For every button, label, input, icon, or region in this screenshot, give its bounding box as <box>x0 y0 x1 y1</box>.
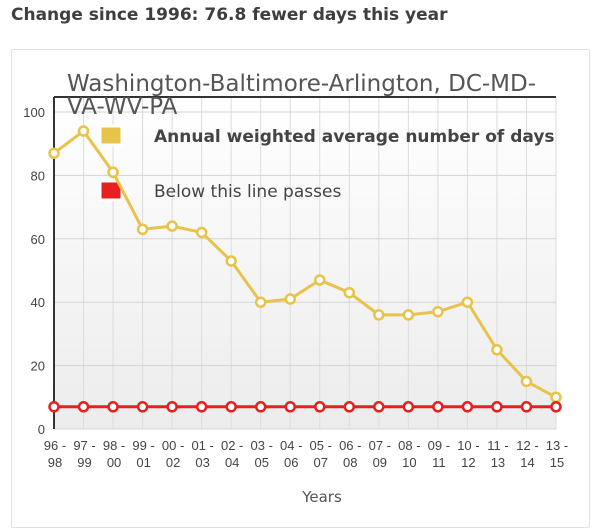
data-point[interactable] <box>402 401 415 413</box>
data-point[interactable] <box>520 401 533 413</box>
data-point[interactable] <box>373 309 385 321</box>
data-point[interactable] <box>343 286 356 299</box>
data-point[interactable] <box>48 401 60 413</box>
data-point[interactable] <box>520 375 533 388</box>
data-point[interactable] <box>225 401 237 413</box>
x-tick-label: 02 <box>166 455 180 470</box>
data-point[interactable] <box>550 391 562 404</box>
data-point[interactable] <box>284 293 296 305</box>
chart-title-line: VA-WV-PA <box>67 94 178 120</box>
data-point[interactable] <box>77 401 90 413</box>
x-tick-label: 07 <box>314 455 328 470</box>
data-point[interactable] <box>225 255 237 267</box>
x-tick-label: 14 <box>520 455 534 470</box>
data-point[interactable] <box>550 401 562 413</box>
x-tick-label: 04 - <box>280 438 302 453</box>
data-point[interactable] <box>136 401 149 413</box>
data-point[interactable] <box>314 274 326 286</box>
legend: Annual weighted average number of days Be… <box>98 124 555 202</box>
x-tick-label: 97 - <box>73 438 95 453</box>
y-tick-label: 60 <box>31 232 45 247</box>
data-point[interactable] <box>461 401 474 413</box>
y-tick-label: 20 <box>31 359 45 374</box>
x-tick-label: 05 <box>254 455 268 470</box>
data-point[interactable] <box>373 401 385 413</box>
y-tick-label: 0 <box>38 422 45 437</box>
x-tick-label: 13 <box>491 455 505 470</box>
y-tick-label: 100 <box>23 105 45 120</box>
x-tick-label: 98 <box>48 455 62 470</box>
x-tick-label: 03 <box>195 455 209 470</box>
x-tick-label: 02 - <box>221 438 243 453</box>
x-tick-label: 06 - <box>339 438 361 453</box>
chart-title-line: Washington-Baltimore-Arlington, DC-MD- <box>67 71 536 97</box>
line-chart: Washington-Baltimore-Arlington, DC-MD-VA… <box>23 71 568 506</box>
data-point[interactable] <box>343 401 356 413</box>
x-tick-label: 00 <box>107 455 121 470</box>
x-tick-label: 06 <box>284 455 298 470</box>
data-point[interactable] <box>254 401 267 413</box>
x-tick-label: 08 <box>343 455 357 470</box>
x-tick-label: 05 - <box>310 438 332 453</box>
x-tick-label: 01 - <box>191 438 213 453</box>
x-tick-label: 07 - <box>369 438 391 453</box>
x-tick-label: 98 - <box>103 438 125 453</box>
data-point[interactable] <box>48 147 60 159</box>
x-tick-label: 11 <box>432 455 446 470</box>
x-tick-label: 99 <box>77 455 91 470</box>
x-tick-label: 96 - <box>44 438 66 453</box>
x-axis-title: Years <box>301 488 342 506</box>
x-tick-label: 00 - <box>162 438 184 453</box>
x-tick-label: 09 - <box>428 438 450 453</box>
data-point[interactable] <box>166 220 178 232</box>
data-point[interactable] <box>77 125 90 137</box>
x-tick-label: 09 <box>373 455 387 470</box>
x-tick-label: 15 <box>550 455 564 470</box>
data-point[interactable] <box>107 401 119 413</box>
x-tick-label: 03 - <box>251 438 273 453</box>
data-point[interactable] <box>284 401 296 413</box>
legend-label: Annual weighted average number of days <box>154 127 555 147</box>
grid-lines <box>53 97 557 430</box>
data-point[interactable] <box>195 401 208 413</box>
x-tick-label: 04 <box>225 455 239 470</box>
y-tick-label: 80 <box>31 168 45 183</box>
plot-area <box>54 97 556 429</box>
x-tick-label: 12 - <box>516 438 538 453</box>
x-tick-label: 11 - <box>487 438 508 453</box>
x-tick-label: 13 - <box>546 438 568 453</box>
x-tick-label: 01 <box>136 455 150 470</box>
data-point[interactable] <box>402 309 415 321</box>
page-headline: Change since 1996: 76.8 fewer days this … <box>11 5 448 25</box>
series <box>48 125 562 413</box>
data-point[interactable] <box>166 401 178 413</box>
data-point[interactable] <box>136 223 149 236</box>
data-point[interactable] <box>432 305 444 318</box>
series-line <box>53 129 557 399</box>
data-point[interactable] <box>254 296 267 308</box>
data-point[interactable] <box>107 166 119 178</box>
x-tick-label: 08 - <box>398 438 420 453</box>
data-point[interactable] <box>314 401 326 413</box>
data-point[interactable] <box>491 401 503 413</box>
data-point[interactable] <box>461 296 474 308</box>
data-point[interactable] <box>432 401 444 413</box>
y-tick-label: 40 <box>31 295 45 310</box>
chart-title: Washington-Baltimore-Arlington, DC-MD-VA… <box>67 71 536 120</box>
legend-swatch <box>98 124 124 147</box>
legend-label: Below this line passes <box>154 182 341 202</box>
x-tick-label: 10 - <box>457 438 479 453</box>
x-tick-label: 10 <box>402 455 416 470</box>
chart-card: Washington-Baltimore-Arlington, DC-MD- VA… <box>11 49 590 528</box>
data-point[interactable] <box>195 226 208 239</box>
x-tick-label: 12 <box>461 455 475 470</box>
data-point[interactable] <box>491 344 503 356</box>
x-tick-label: 99 - <box>132 438 154 453</box>
